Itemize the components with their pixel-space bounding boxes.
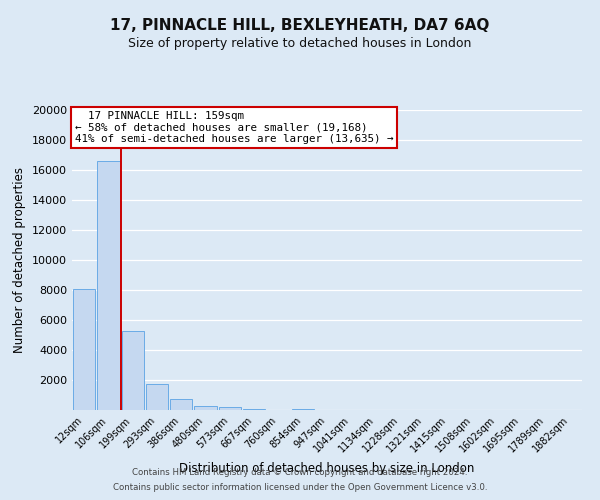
Bar — [97, 161, 119, 410]
Y-axis label: Number of detached properties: Number of detached properties — [13, 167, 26, 353]
Text: 17, PINNACLE HILL, BEXLEYHEATH, DA7 6AQ: 17, PINNACLE HILL, BEXLEYHEATH, DA7 6AQ — [110, 18, 490, 32]
Bar — [122, 330, 144, 410]
Text: Size of property relative to detached houses in London: Size of property relative to detached ho… — [128, 38, 472, 51]
Bar — [218, 407, 241, 410]
Text: 17 PINNACLE HILL: 159sqm
← 58% of detached houses are smaller (19,168)
41% of se: 17 PINNACLE HILL: 159sqm ← 58% of detach… — [74, 110, 393, 144]
Text: Contains public sector information licensed under the Open Government Licence v3: Contains public sector information licen… — [113, 483, 487, 492]
Bar — [73, 288, 95, 410]
Bar — [170, 399, 193, 410]
Bar — [146, 384, 168, 410]
Bar — [243, 408, 265, 410]
Bar — [194, 406, 217, 410]
Text: Contains HM Land Registry data © Crown copyright and database right 2024.: Contains HM Land Registry data © Crown c… — [132, 468, 468, 477]
Bar — [292, 408, 314, 410]
X-axis label: Distribution of detached houses by size in London: Distribution of detached houses by size … — [179, 462, 475, 475]
